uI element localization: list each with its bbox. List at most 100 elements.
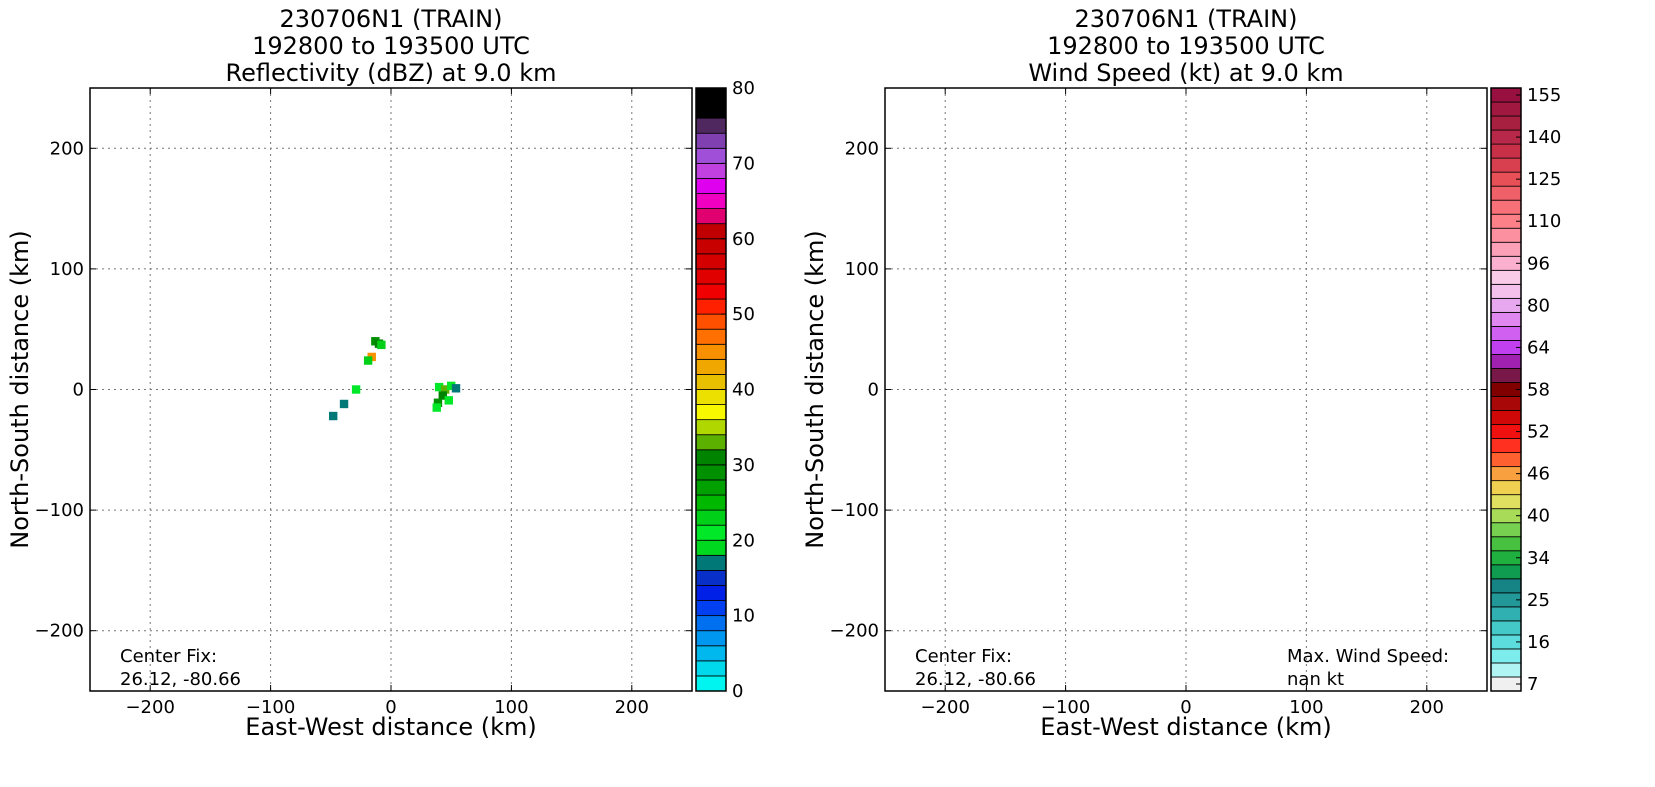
wind-speed-colorbar-segment xyxy=(1490,396,1522,411)
reflectivity-colorbar-segment xyxy=(695,283,727,300)
reflectivity-colorbar-segment xyxy=(695,539,727,556)
reflectivity-colorbar-segment xyxy=(695,585,727,601)
wind-speed-colorbar-segment xyxy=(1490,227,1522,243)
reflectivity-echo-cell xyxy=(363,356,373,365)
reflectivity-title-line-2: 192800 to 193500 UTC xyxy=(252,32,530,60)
reflectivity-colorbar-segment xyxy=(695,87,727,104)
reflectivity-colorbar-segment xyxy=(695,223,727,240)
reflectivity-colorbar-segment xyxy=(695,132,727,149)
wind-speed-colorbar-segment xyxy=(1490,241,1522,257)
reflectivity-colorbar-segment xyxy=(695,343,727,360)
reflectivity-y-tick-label: 0 xyxy=(73,380,84,401)
wind-speed-colorbar-tick-label: 110 xyxy=(1527,211,1561,232)
reflectivity-colorbar-segment xyxy=(695,147,727,164)
reflectivity-title-line-3: Reflectivity (dBZ) at 9.0 km xyxy=(226,59,557,87)
wind-speed-x-axis-label: East-West distance (km) xyxy=(1040,713,1331,741)
reflectivity-colorbar-segment xyxy=(695,434,727,451)
reflectivity-colorbar-segment xyxy=(695,328,727,345)
reflectivity-colorbar-tick-label: 0 xyxy=(732,681,743,702)
wind-speed-title-line-3: Wind Speed (kt) at 9.0 km xyxy=(1028,59,1343,87)
wind-speed-colorbar-segment xyxy=(1490,143,1522,159)
wind-speed-y-tick-label: 100 xyxy=(845,259,879,280)
reflectivity-echo-cell xyxy=(377,340,386,350)
reflectivity-colorbar-segment xyxy=(695,449,727,466)
reflectivity-colorbar-segment xyxy=(695,374,727,390)
reflectivity-colorbar-segment xyxy=(695,404,727,421)
wind-speed-y-tick-label: −100 xyxy=(830,500,879,521)
wind-speed-colorbar-tick-label: 155 xyxy=(1527,85,1561,106)
reflectivity-colorbar-tick-label: 80 xyxy=(732,78,755,99)
wind-speed-colorbar-segment xyxy=(1490,606,1522,622)
wind-speed-x-tick-label: 0 xyxy=(1180,697,1191,718)
wind-speed-colorbar-tick-label: 58 xyxy=(1527,380,1550,401)
wind-speed-colorbar-tick-label: 16 xyxy=(1527,632,1550,653)
wind-speed-colorbar-segment xyxy=(1490,354,1522,369)
reflectivity-colorbar-segment xyxy=(695,253,727,270)
wind-speed-colorbar-segment xyxy=(1490,325,1522,341)
wind-speed-colorbar-segment xyxy=(1490,101,1522,117)
wind-speed-colorbar-segment xyxy=(1490,536,1522,552)
reflectivity-colorbar-tick-label: 30 xyxy=(732,455,755,476)
wind-speed-colorbar-tick-label: 46 xyxy=(1527,464,1550,485)
wind-speed-colorbar-segment xyxy=(1490,311,1522,327)
wind-speed-y-axis-label: North-South distance (km) xyxy=(801,230,829,549)
reflectivity-echo-cell xyxy=(434,382,444,392)
reflectivity-echo-cell xyxy=(444,396,453,405)
wind-speed-colorbar-segment xyxy=(1490,564,1522,580)
wind-speed-x-tick-label: −100 xyxy=(1041,697,1090,718)
wind-speed-colorbar-segment xyxy=(1490,368,1522,383)
reflectivity-echo-cell xyxy=(433,398,443,407)
reflectivity-colorbar-segment xyxy=(695,479,727,496)
wind-speed-colorbar-segment xyxy=(1490,269,1522,285)
reflectivity-y-tick-label: 200 xyxy=(50,138,84,159)
reflectivity-colorbar-segment xyxy=(695,298,727,315)
reflectivity-colorbar-segment xyxy=(695,464,727,481)
wind-speed-colorbar-tick-label: 80 xyxy=(1527,295,1550,316)
wind-speed-colorbar: 7 16 25 34 40 46 52 58 64 80 96 110 125 140 155 xyxy=(1490,85,1561,695)
reflectivity-y-tick-label: −200 xyxy=(35,621,84,642)
reflectivity-colorbar-tick-label: 20 xyxy=(732,530,755,551)
wind-speed-colorbar-segment xyxy=(1490,283,1522,299)
reflectivity-colorbar-tick-label: 10 xyxy=(732,606,755,627)
reflectivity-colorbar-segment xyxy=(695,630,727,647)
wind-speed-colorbar-tick-label: 40 xyxy=(1527,506,1550,527)
wind-speed-y-tick-label: −200 xyxy=(830,621,879,642)
wind-speed-y-tick-label: 200 xyxy=(845,138,879,159)
reflectivity-x-tick-label: −200 xyxy=(125,697,174,718)
reflectivity-colorbar-tick-label: 60 xyxy=(732,229,755,250)
reflectivity-colorbar-segment xyxy=(695,675,727,692)
reflectivity-colorbar-segment xyxy=(695,102,727,119)
reflectivity-colorbar-segment xyxy=(695,208,727,225)
wind-speed-colorbar-segment xyxy=(1490,480,1522,496)
wind-speed-colorbar-segment xyxy=(1490,452,1522,468)
wind-speed-colorbar-segment xyxy=(1490,494,1522,510)
reflectivity-colorbar-tick-label: 70 xyxy=(732,153,755,174)
wind-speed-colorbar-segment xyxy=(1490,522,1522,538)
reflectivity-colorbar-segment xyxy=(695,645,727,662)
reflectivity-title-line-1: 230706N1 (TRAIN) xyxy=(279,5,502,33)
reflectivity-echo-cell xyxy=(351,385,361,394)
reflectivity-echo-cell xyxy=(451,384,461,393)
reflectivity-colorbar-segment xyxy=(695,509,727,526)
reflectivity-colorbar-tick-label: 40 xyxy=(732,380,755,401)
wind-speed-title-line-2: 192800 to 193500 UTC xyxy=(1047,32,1325,60)
reflectivity-y-tick-label: −100 xyxy=(35,500,84,521)
wind-speed-y-tick-label: 0 xyxy=(868,380,879,401)
reflectivity-colorbar-segment xyxy=(695,238,727,255)
reflectivity-colorbar-segment xyxy=(695,178,727,194)
reflectivity-echo-cell xyxy=(447,381,456,391)
wind-speed-max-wind-note: nan kt xyxy=(1287,669,1344,690)
reflectivity-colorbar-segment xyxy=(695,524,727,541)
reflectivity-center-fix-note: Center Fix: xyxy=(120,646,217,667)
wind-speed-colorbar-tick-label: 140 xyxy=(1527,127,1561,148)
wind-speed-x-tick-label: 100 xyxy=(1289,697,1323,718)
reflectivity-center-fix-note: 26.12, -80.66 xyxy=(120,669,241,690)
reflectivity-x-tick-label: 100 xyxy=(494,697,528,718)
reflectivity-colorbar-segment xyxy=(695,117,727,134)
reflectivity-colorbar-segment xyxy=(695,494,727,511)
reflectivity-colorbar-segment xyxy=(695,554,727,571)
reflectivity-echo-cell xyxy=(432,403,441,412)
reflectivity-colorbar-segment xyxy=(695,419,727,436)
wind-speed-x-tick-label: −200 xyxy=(920,697,969,718)
